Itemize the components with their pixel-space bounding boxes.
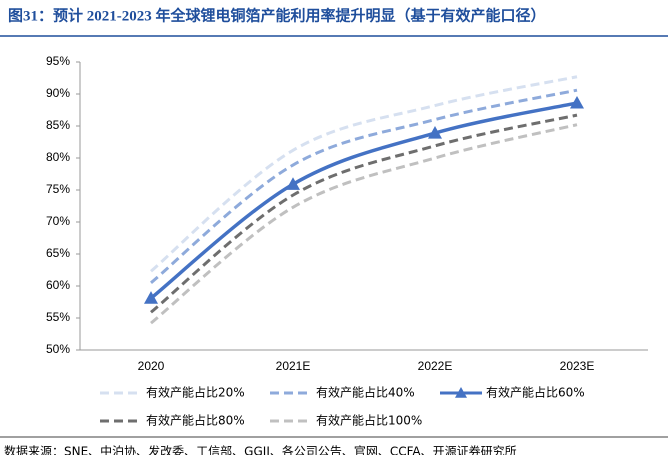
point-marker: [144, 291, 158, 304]
legend-label: 有效产能占比20%: [146, 385, 245, 400]
y-tick-label: 80%: [46, 150, 70, 164]
legend-label: 有效产能占比100%: [316, 413, 422, 428]
x-tick-label: 2021E: [276, 359, 311, 373]
x-tick-label: 2020: [138, 359, 165, 373]
legend-marker: [455, 387, 467, 398]
y-tick-label: 90%: [46, 86, 70, 100]
series-line: [150, 113, 578, 314]
point-marker: [428, 126, 442, 139]
y-tick-label: 95%: [46, 54, 70, 68]
series-line: [150, 123, 578, 325]
y-tick-label: 85%: [46, 118, 70, 132]
y-tick-label: 70%: [46, 214, 70, 228]
legend-label: 有效产能占比60%: [486, 385, 585, 400]
y-tick-label: 50%: [46, 342, 70, 356]
y-tick-label: 75%: [46, 182, 70, 196]
y-tick-label: 55%: [46, 310, 70, 324]
series-line: [150, 75, 578, 273]
point-marker: [286, 177, 300, 190]
chart-title: 图31：预计 2021-2023 年全球锂电铜箔产能利用率提升明显（基于有效产能…: [8, 6, 546, 24]
series-line: [149, 101, 578, 300]
point-marker: [570, 95, 584, 109]
legend-label: 有效产能占比80%: [146, 413, 245, 428]
y-tick-label: 65%: [46, 246, 70, 260]
x-tick-label: 2023E: [560, 359, 595, 373]
y-tick-label: 60%: [46, 278, 70, 292]
series-line: [150, 88, 578, 284]
source: 数据来源：SNE、中泊协、发改委、工信部、GGII、各公司公告、官网、CCFA、…: [4, 444, 517, 455]
legend-label: 有效产能占比40%: [316, 385, 415, 400]
x-tick-label: 2022E: [418, 359, 453, 373]
